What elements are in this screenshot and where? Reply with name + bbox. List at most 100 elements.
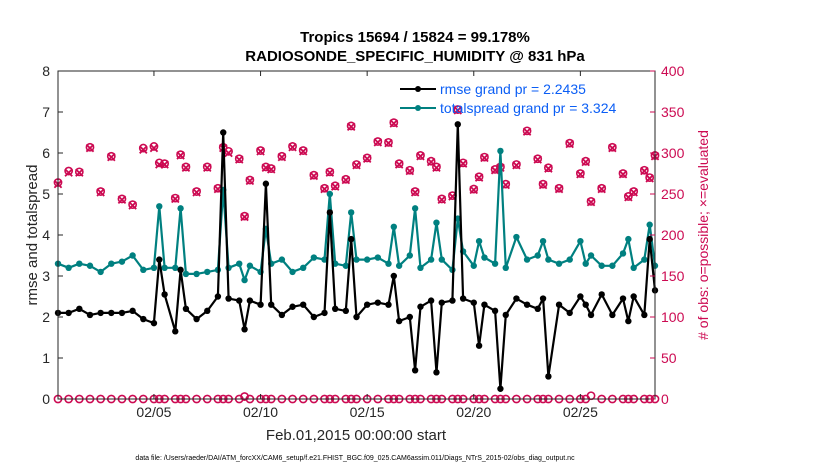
- obs-possible-point: [522, 126, 532, 136]
- obs-evaluated-point: [501, 180, 510, 190]
- rmse-point: [246, 297, 254, 304]
- totalspread-point: [545, 256, 552, 263]
- rmse-point: [411, 367, 419, 374]
- totalspread-point: [156, 203, 163, 210]
- totalspread-point: [598, 262, 605, 269]
- obs-evaluated-point: [256, 147, 265, 156]
- totalspread-point: [609, 262, 616, 269]
- rmse-point: [481, 301, 488, 308]
- rmse-point: [534, 305, 541, 312]
- obs-possible-point: [607, 142, 617, 152]
- obs-possible-point: [554, 183, 564, 193]
- obs-evaluated-point: [240, 212, 249, 222]
- rmse-point: [161, 291, 168, 298]
- obs-evaluated-point: [410, 188, 420, 197]
- rmse-point: [417, 303, 424, 310]
- obs-possible-point: [416, 151, 425, 160]
- obs-evaluated-point: [192, 188, 201, 197]
- obs-evaluated-point: [346, 122, 356, 131]
- obs-possible-point: [469, 184, 479, 194]
- obs-possible-point: [629, 187, 639, 196]
- legend-marker-totalspread: [415, 105, 421, 111]
- obs-evaluated-point: [469, 185, 479, 195]
- rmse-point: [582, 301, 589, 308]
- totalspread-point: [347, 209, 355, 216]
- obs-evaluated-point: [480, 153, 489, 163]
- obs-evaluated-point: [453, 106, 463, 115]
- rmse-point: [193, 315, 200, 323]
- obs-possible-point: [117, 194, 127, 204]
- rmse-point: [76, 305, 83, 312]
- obs-possible-point: [298, 146, 308, 155]
- rmse-point: [182, 305, 190, 312]
- y2-tick-label: 350: [661, 104, 685, 120]
- totalspread-point: [646, 221, 653, 228]
- obs-possible-point: [256, 146, 265, 155]
- totalspread-point: [411, 205, 419, 212]
- obs-evaluated-point: [458, 159, 468, 168]
- x-tick-label: 02/25: [563, 404, 598, 420]
- obs-possible-point: [325, 167, 335, 177]
- obs-evaluated-point: [309, 171, 319, 181]
- obs-possible-point: [581, 156, 591, 166]
- obs-possible-point: [597, 183, 607, 193]
- obs-evaluated-point: [432, 163, 441, 172]
- rmse-point: [630, 293, 637, 300]
- totalspread-point: [118, 258, 126, 265]
- totalspread-point: [641, 256, 648, 263]
- rmse-point: [587, 311, 595, 319]
- totalspread-point: [172, 264, 179, 271]
- obs-possible-point: [426, 156, 436, 166]
- totalspread-point: [619, 250, 627, 257]
- chart-marks: [53, 105, 660, 404]
- rmse-point: [278, 311, 286, 319]
- rmse-point: [331, 305, 339, 312]
- rmse-point: [475, 342, 483, 349]
- rmse-point: [625, 317, 632, 325]
- y2-tick-label: 400: [661, 63, 685, 79]
- obs-evaluated-point: [341, 175, 351, 185]
- totalspread-point: [513, 233, 520, 241]
- obs-evaluated-point: [394, 160, 404, 169]
- x-tick-label: 02/05: [136, 404, 171, 420]
- rmse-point: [241, 326, 248, 333]
- obs-evaluated-point: [384, 138, 393, 148]
- obs-evaluated-point: [75, 168, 84, 177]
- y-tick-label: 1: [42, 350, 50, 366]
- obs-possible-point: [128, 200, 138, 210]
- totalspread-point: [129, 252, 136, 259]
- rmse-point: [299, 301, 307, 308]
- obs-evaluated-point: [586, 197, 596, 207]
- y-tick-label: 6: [42, 145, 50, 161]
- rmse-point: [385, 301, 392, 308]
- obs-evaluated-point: [538, 180, 548, 190]
- totalspread-point: [539, 237, 547, 245]
- rmse-point: [406, 313, 414, 321]
- legend-label-totalspread: totalspread grand pr = 3.324: [440, 100, 617, 116]
- totalspread-point: [475, 237, 483, 245]
- rmse-point: [97, 309, 104, 317]
- rmse-point: [497, 385, 504, 392]
- obs-possible-point: [623, 192, 633, 201]
- obs-possible-point: [245, 175, 255, 185]
- y-tick-label: 0: [42, 391, 50, 407]
- totalspread-point: [326, 190, 334, 198]
- obs-possible-point: [330, 181, 340, 191]
- obs-evaluated-point: [640, 166, 649, 176]
- obs-evaluated-point: [85, 143, 95, 153]
- x-tick-label: 02/10: [243, 404, 278, 420]
- rmse-point: [347, 235, 355, 243]
- totalspread-point: [577, 237, 584, 245]
- obs-evaluated-point: [288, 143, 297, 152]
- obs-evaluated-point: [171, 194, 180, 204]
- obs-possible-point: [586, 196, 596, 206]
- totalspread-point: [363, 256, 371, 263]
- rmse-point: [545, 373, 552, 380]
- obs-possible-point: [170, 193, 180, 203]
- totalspread-point: [161, 264, 168, 271]
- obs-evaluated-point: [320, 184, 329, 194]
- y2-tick-label: 200: [661, 227, 685, 243]
- rmse-point: [427, 297, 435, 304]
- totalspread-point: [177, 205, 184, 212]
- obs-evaluated-point: [266, 165, 276, 174]
